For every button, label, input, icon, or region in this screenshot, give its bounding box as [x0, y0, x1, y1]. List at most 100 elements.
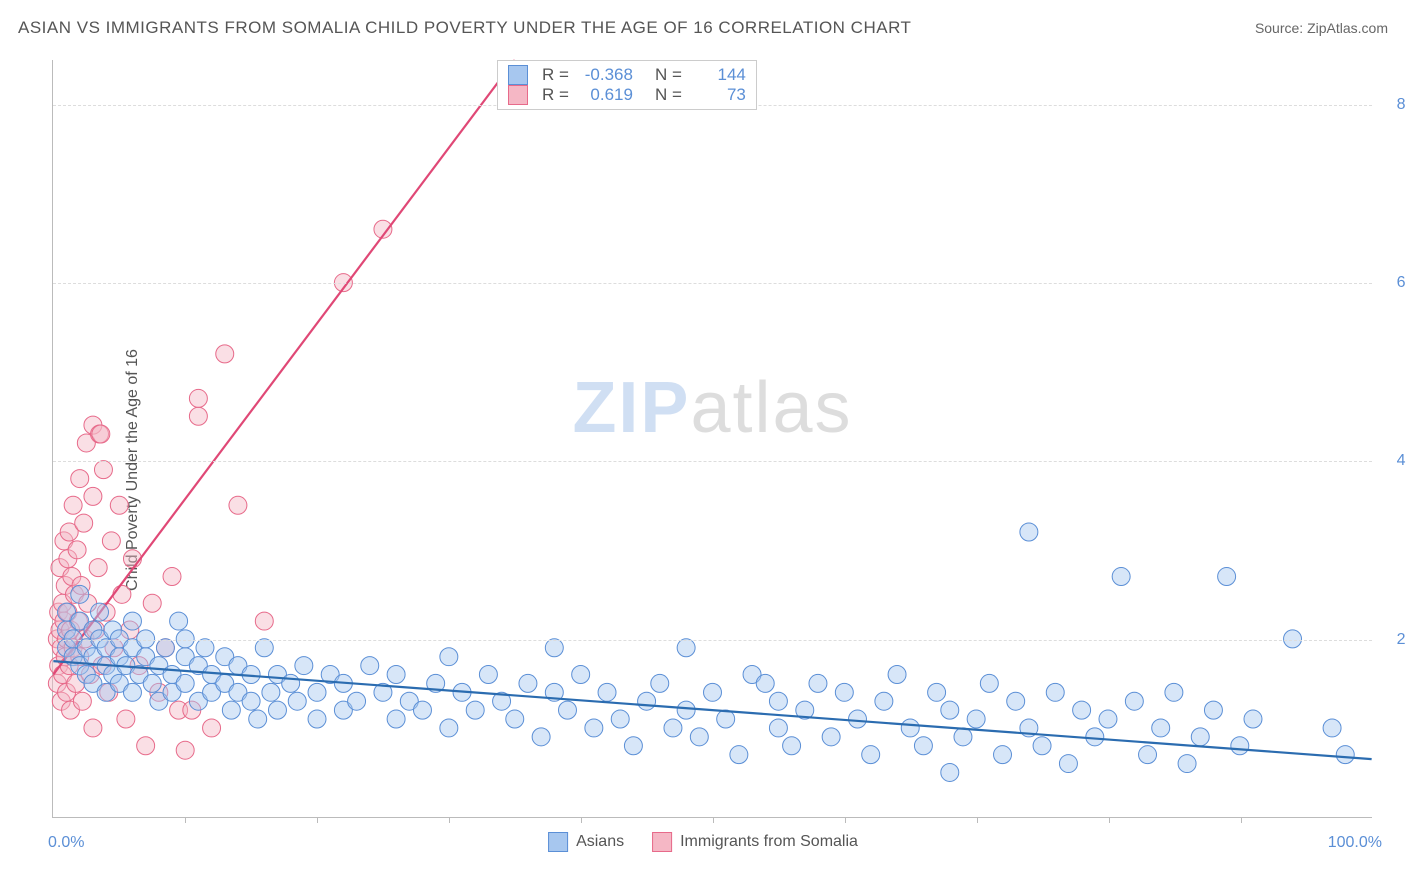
correlation-legend: R = -0.368 N = 144 R = 0.619 N = 73: [497, 60, 757, 110]
data-point: [664, 719, 682, 737]
data-point: [255, 612, 273, 630]
data-point: [466, 701, 484, 719]
data-point: [822, 728, 840, 746]
y-tick-label: 60.0%: [1382, 274, 1406, 292]
data-point: [967, 710, 985, 728]
data-point: [176, 741, 194, 759]
data-point: [1020, 523, 1038, 541]
data-point: [624, 737, 642, 755]
data-point: [64, 496, 82, 514]
data-point: [196, 639, 214, 657]
x-tick-mark: [977, 817, 978, 823]
data-point: [262, 683, 280, 701]
data-point: [769, 719, 787, 737]
x-axis-min: 0.0%: [48, 834, 84, 852]
data-point: [1178, 755, 1196, 773]
data-point: [1323, 719, 1341, 737]
data-point: [295, 657, 313, 675]
data-point: [809, 674, 827, 692]
data-point: [559, 701, 577, 719]
x-axis-max: 100.0%: [1328, 834, 1382, 852]
y-tick-label: 80.0%: [1382, 96, 1406, 114]
data-point: [638, 692, 656, 710]
data-point: [941, 763, 959, 781]
data-point: [1152, 719, 1170, 737]
x-tick-mark: [449, 817, 450, 823]
data-point: [117, 710, 135, 728]
data-point: [954, 728, 972, 746]
data-point: [222, 701, 240, 719]
legend-row-asians: R = -0.368 N = 144: [508, 65, 746, 85]
data-point: [835, 683, 853, 701]
data-point: [189, 389, 207, 407]
source-label: Source: ZipAtlas.com: [1255, 20, 1388, 36]
x-tick-mark: [185, 817, 186, 823]
y-tick-label: 20.0%: [1382, 631, 1406, 649]
x-tick-mark: [713, 817, 714, 823]
legend-somalia-label: Immigrants from Somalia: [680, 833, 858, 850]
chart-title: ASIAN VS IMMIGRANTS FROM SOMALIA CHILD P…: [18, 18, 911, 38]
data-point: [690, 728, 708, 746]
data-point: [1231, 737, 1249, 755]
data-point: [84, 719, 102, 737]
data-point: [203, 719, 221, 737]
data-point: [572, 666, 590, 684]
data-point: [1204, 701, 1222, 719]
data-point: [189, 407, 207, 425]
data-point: [862, 746, 880, 764]
data-point: [91, 603, 109, 621]
data-point: [308, 710, 326, 728]
data-point: [901, 719, 919, 737]
swatch-somalia: [508, 85, 528, 105]
somalia-n-value: 73: [688, 85, 746, 105]
legend-asians-label: Asians: [576, 833, 624, 850]
data-point: [249, 710, 267, 728]
plot-svg: [53, 60, 1372, 817]
data-point: [94, 461, 112, 479]
legend-item-somalia: Immigrants from Somalia: [652, 832, 858, 852]
trend-line: [53, 60, 514, 675]
data-point: [1218, 568, 1236, 586]
data-point: [506, 710, 524, 728]
asians-n-value: 144: [688, 65, 746, 85]
data-point: [651, 674, 669, 692]
r-label: R =: [542, 85, 569, 105]
header: ASIAN VS IMMIGRANTS FROM SOMALIA CHILD P…: [18, 18, 1388, 38]
data-point: [532, 728, 550, 746]
data-point: [730, 746, 748, 764]
data-point: [1033, 737, 1051, 755]
data-point: [585, 719, 603, 737]
x-tick-mark: [581, 817, 582, 823]
data-point: [176, 674, 194, 692]
data-point: [242, 692, 260, 710]
x-tick-mark: [1109, 817, 1110, 823]
data-point: [875, 692, 893, 710]
data-point: [308, 683, 326, 701]
data-point: [92, 425, 110, 443]
data-point: [1099, 710, 1117, 728]
swatch-somalia-icon: [652, 832, 672, 852]
data-point: [156, 639, 174, 657]
data-point: [519, 674, 537, 692]
data-point: [216, 345, 234, 363]
series-legend: Asians Immigrants from Somalia: [548, 832, 858, 852]
data-point: [941, 701, 959, 719]
gridline: [53, 461, 1372, 462]
data-point: [1139, 746, 1157, 764]
data-point: [71, 585, 89, 603]
data-point: [73, 692, 91, 710]
data-point: [348, 692, 366, 710]
data-point: [255, 639, 273, 657]
asians-r-value: -0.368: [575, 65, 633, 85]
data-point: [137, 737, 155, 755]
data-point: [84, 487, 102, 505]
data-point: [1165, 683, 1183, 701]
data-point: [914, 737, 932, 755]
data-point: [110, 496, 128, 514]
data-point: [229, 496, 247, 514]
data-point: [928, 683, 946, 701]
plot-area: ZIPatlas R = -0.368 N = 144 R = 0.619 N …: [52, 60, 1372, 818]
data-point: [143, 674, 161, 692]
data-point: [123, 612, 141, 630]
data-point: [783, 737, 801, 755]
